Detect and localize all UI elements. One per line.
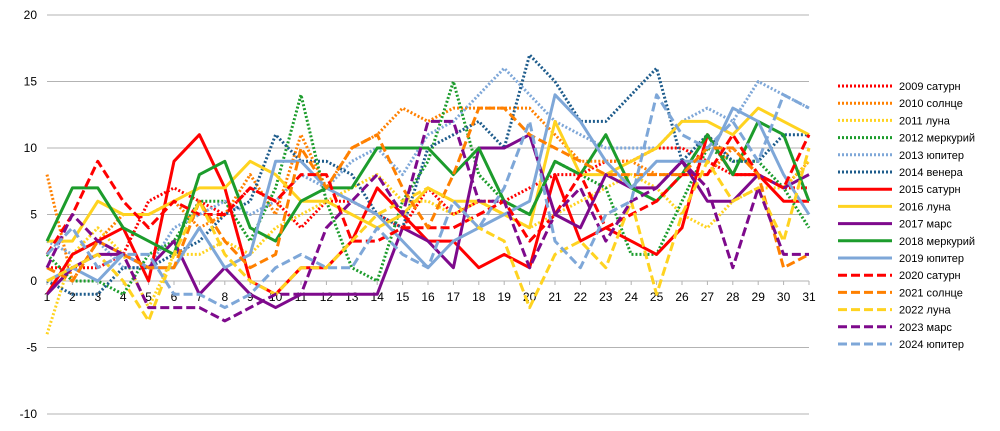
x-tick-label: 30 xyxy=(777,290,791,304)
x-tick-label: 24 xyxy=(625,290,639,304)
legend: 2009 сатурн 2010 солнце 2011 луна 2012 мерк… xyxy=(838,81,975,351)
x-tick-label: 25 xyxy=(650,290,664,304)
legend-label: 2019 юпитер xyxy=(899,253,964,265)
legend-label: 2017 марс xyxy=(899,219,952,231)
x-tick-label: 7 xyxy=(196,290,203,304)
x-tick-label: 2 xyxy=(69,290,76,304)
y-tick-label: -5 xyxy=(26,341,37,355)
x-tick-label: 21 xyxy=(548,290,562,304)
x-tick-label: 3 xyxy=(94,290,101,304)
x-tick-label: 31 xyxy=(802,290,816,304)
x-tick-label: 17 xyxy=(447,290,461,304)
legend-label: 2020 сатурн xyxy=(899,270,961,282)
legend-label: 2012 меркурий xyxy=(899,133,975,145)
x-tick-label: 4 xyxy=(120,290,127,304)
x-tick-label: 28 xyxy=(726,290,740,304)
legend-label: 2021 солнце xyxy=(899,287,963,299)
gridlines xyxy=(47,14,809,415)
series-line-12 xyxy=(46,106,810,283)
series-lines xyxy=(45,53,811,335)
series-line-15 xyxy=(45,93,810,310)
x-tick-label: 12 xyxy=(320,290,334,304)
x-tick-label: 1 xyxy=(44,290,51,304)
legend-label: 2011 луна xyxy=(899,115,951,127)
x-tick-label: 22 xyxy=(574,290,588,304)
y-tick-label: -10 xyxy=(20,407,38,421)
x-tick-label: 19 xyxy=(498,290,512,304)
x-tick-label: 8 xyxy=(221,290,228,304)
legend-label: 2009 сатурн xyxy=(899,81,961,93)
legend-label: 2016 луна xyxy=(899,201,952,213)
x-tick-label: 29 xyxy=(752,290,766,304)
legend-label: 2022 луна xyxy=(899,305,952,317)
x-tick-label: 5 xyxy=(145,290,152,304)
legend-label: 2018 меркурий xyxy=(899,236,975,248)
series-line-13 xyxy=(46,147,811,323)
x-tick-label: 13 xyxy=(345,290,359,304)
legend-label: 2024 юпитер xyxy=(899,339,964,351)
legend-label: 2015 сатурн xyxy=(899,184,961,196)
x-tick-label: 18 xyxy=(472,290,486,304)
legend-label: 2023 марс xyxy=(899,322,952,334)
x-tick-label: 15 xyxy=(396,290,410,304)
x-tick-label: 16 xyxy=(421,290,435,304)
x-tick-label: 6 xyxy=(171,290,178,304)
y-tick-label: 20 xyxy=(24,8,38,22)
x-tick-label: 9 xyxy=(247,290,254,304)
y-tick-label: 15 xyxy=(24,75,38,89)
series-line-3 xyxy=(45,80,811,296)
x-tick-label: 27 xyxy=(701,290,715,304)
legend-label: 2013 юпитер xyxy=(899,150,964,162)
y-tick-label: 0 xyxy=(30,274,37,288)
series-line-14 xyxy=(45,119,809,323)
y-tick-label: 10 xyxy=(24,141,38,155)
x-tick-label: 23 xyxy=(599,290,613,304)
x-tick-label: 26 xyxy=(675,290,689,304)
legend-label: 2014 венера xyxy=(899,167,964,179)
y-tick-label: 5 xyxy=(30,208,37,222)
legend-label: 2010 солнце xyxy=(899,98,963,110)
series-line-4 xyxy=(46,66,810,270)
